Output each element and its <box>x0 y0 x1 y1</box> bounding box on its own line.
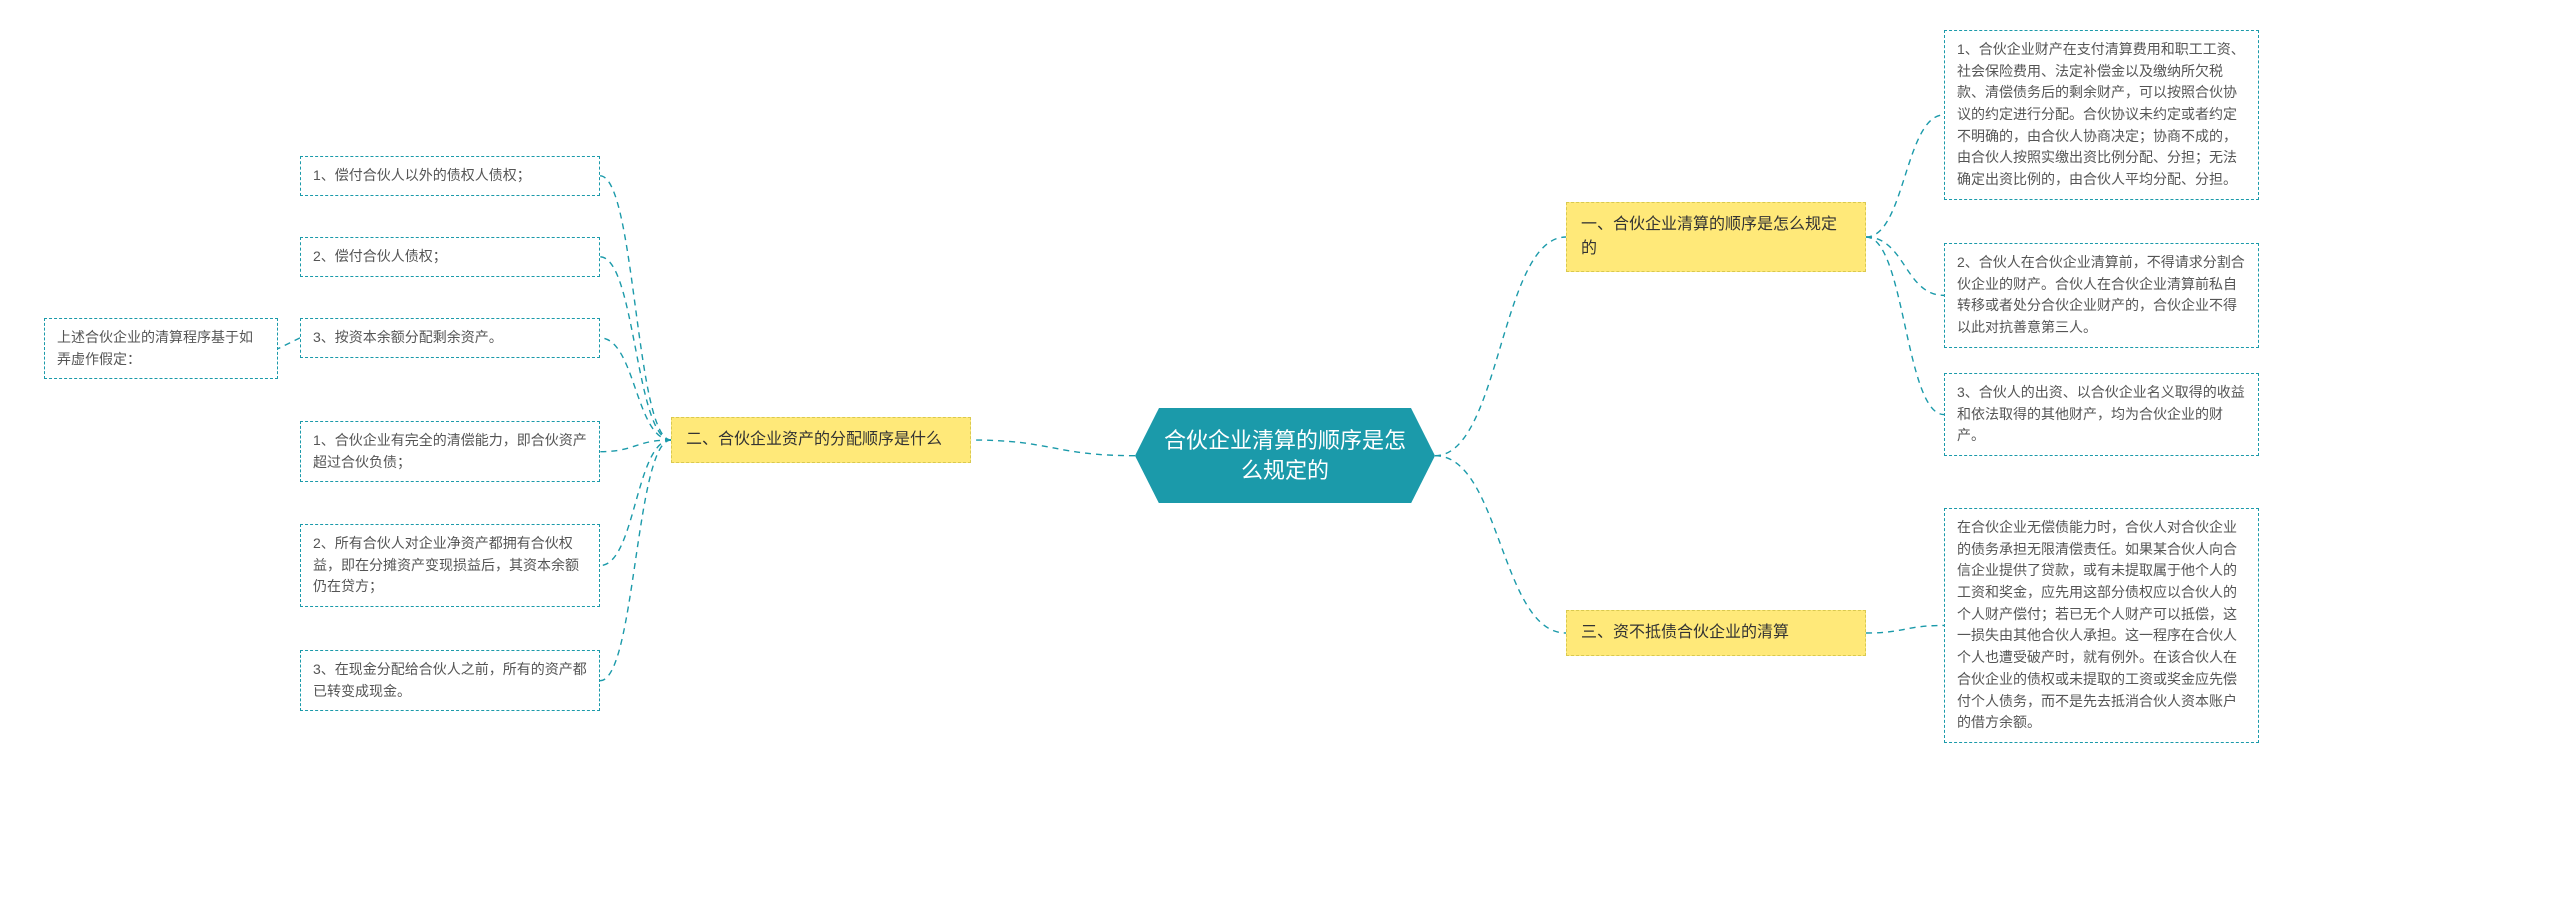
detail-s1d2: 2、合伙人在合伙企业清算前，不得请求分割合伙企业的财产。合伙人在合伙企业清算前私… <box>1944 243 2259 348</box>
detail-s2d5: 1、合伙企业有完全的清偿能力，即合伙资产超过合伙负债； <box>300 421 600 482</box>
section-s1: 一、合伙企业清算的顺序是怎么规定的 <box>1566 202 1866 272</box>
root-node: 合伙企业清算的顺序是怎么规定的 <box>1135 408 1435 503</box>
detail-s2d7: 3、在现金分配给合伙人之前，所有的资产都已转变成现金。 <box>300 650 600 711</box>
section-s3: 三、资不抵债合伙企业的清算 <box>1566 610 1866 656</box>
detail-s2d2: 2、偿付合伙人债权； <box>300 237 600 277</box>
mindmap-canvas: 合伙企业清算的顺序是怎么规定的 一、合伙企业清算的顺序是怎么规定的 1、合伙企业财产… <box>0 0 2560 920</box>
detail-s2d3: 3、按资本余额分配剩余资产。 <box>300 318 600 358</box>
section-s2: 二、合伙企业资产的分配顺序是什么 <box>671 417 971 463</box>
detail-s2d4: 上述合伙企业的清算程序基于如弄虚作假定： <box>44 318 278 379</box>
detail-s1d1: 1、合伙企业财产在支付清算费用和职工工资、社会保险费用、法定补偿金以及缴纳所欠税… <box>1944 30 2259 200</box>
detail-s3d1: 在合伙企业无偿债能力时，合伙人对合伙企业的债务承担无限清偿责任。如果某合伙人向合… <box>1944 508 2259 743</box>
detail-s1d3: 3、合伙人的出资、以合伙企业名义取得的收益和依法取得的其他财产，均为合伙企业的财… <box>1944 373 2259 456</box>
detail-s2d6: 2、所有合伙人对企业净资产都拥有合伙权益，即在分摊资产变现损益后，其资本余额仍在… <box>300 524 600 607</box>
detail-s2d1: 1、偿付合伙人以外的债权人债权； <box>300 156 600 196</box>
